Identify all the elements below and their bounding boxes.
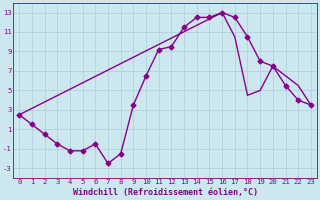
X-axis label: Windchill (Refroidissement éolien,°C): Windchill (Refroidissement éolien,°C) xyxy=(73,188,258,197)
